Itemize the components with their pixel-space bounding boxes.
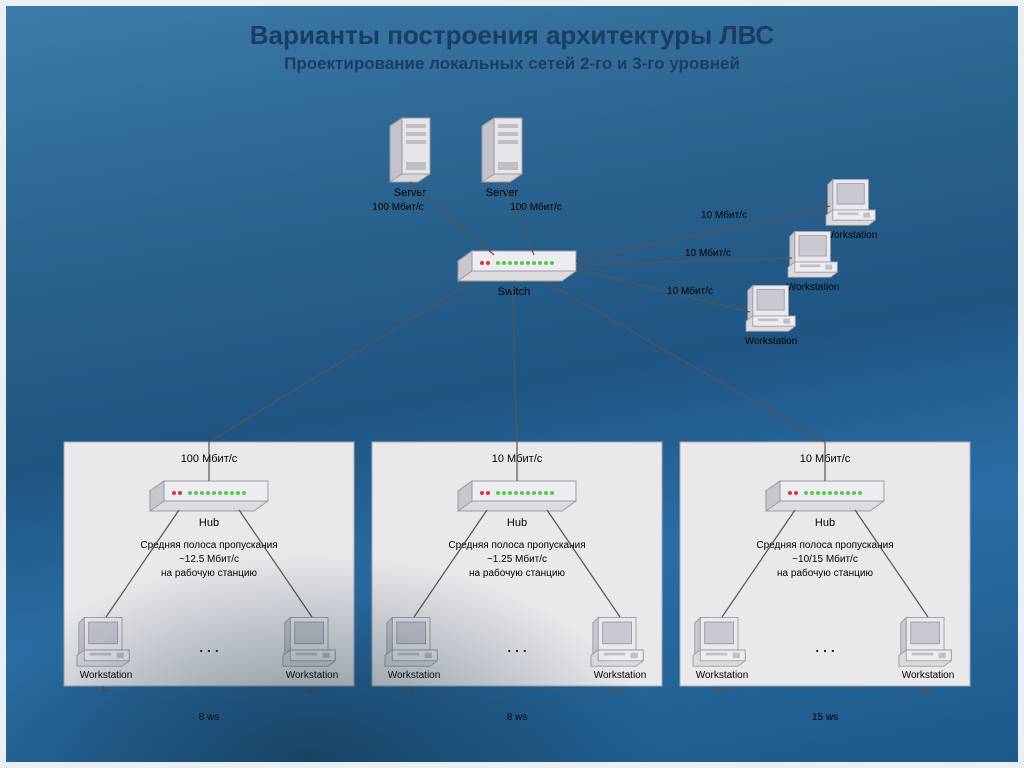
svg-text:~12.5 Мбит/с: ~12.5 Мбит/с: [179, 553, 239, 565]
svg-text:на рабочую станцию: на рабочую станцию: [469, 567, 565, 579]
svg-text:Workstation: Workstation: [787, 282, 840, 293]
svg-text:. . .: . . .: [507, 639, 526, 655]
svg-text:Workstation: Workstation: [80, 670, 133, 681]
svg-text:Средняя полоса пропускания: Средняя полоса пропускания: [140, 540, 277, 551]
svg-text:Workstation: Workstation: [745, 336, 798, 347]
svg-text:100 Мбит/с: 100 Мбит/с: [372, 201, 423, 213]
svg-text:Workstation: Workstation: [286, 670, 339, 681]
svg-text:. . .: . . .: [199, 639, 218, 655]
svg-text:на рабочую станцию: на рабочую станцию: [161, 567, 257, 579]
svg-text:Hub: Hub: [507, 517, 527, 529]
svg-text:Switch: Switch: [498, 286, 530, 298]
svg-text:Средняя полоса пропускания: Средняя полоса пропускания: [448, 540, 585, 551]
svg-text:Hub: Hub: [199, 517, 219, 529]
svg-text:Workstation: Workstation: [594, 670, 647, 681]
svg-text:на рабочую станцию: на рабочую станцию: [777, 567, 873, 579]
svg-text:Workstation: Workstation: [902, 670, 955, 681]
network-diagram: Switch Server 100 Мбит/с Server 100 Мбит/с Wo…: [6, 6, 1018, 762]
svg-text:8 ws: 8 ws: [507, 712, 528, 723]
svg-text:Server: Server: [486, 187, 519, 199]
svg-text:100 Мбит/с: 100 Мбит/с: [510, 201, 561, 213]
svg-text:Server: Server: [394, 187, 427, 199]
svg-text:8 ws: 8 ws: [199, 712, 220, 723]
svg-text:Workstation: Workstation: [696, 670, 749, 681]
svg-text:~1.25 Мбит/с: ~1.25 Мбит/с: [487, 553, 547, 565]
svg-text:Hub: Hub: [815, 517, 835, 529]
svg-text:~10/15 Мбит/с: ~10/15 Мбит/с: [792, 553, 858, 565]
svg-text:15 ws: 15 ws: [812, 712, 838, 723]
svg-text:10 Мбит/с: 10 Мбит/с: [685, 247, 731, 259]
svg-text:Workstation: Workstation: [825, 230, 878, 241]
svg-text:. . .: . . .: [815, 639, 834, 655]
svg-text:Workstation: Workstation: [388, 670, 441, 681]
svg-text:Средняя полоса пропускания: Средняя полоса пропускания: [756, 540, 893, 551]
svg-text:10 Мбит/с: 10 Мбит/с: [667, 285, 713, 297]
svg-text:10 Мбит/с: 10 Мбит/с: [701, 209, 747, 221]
